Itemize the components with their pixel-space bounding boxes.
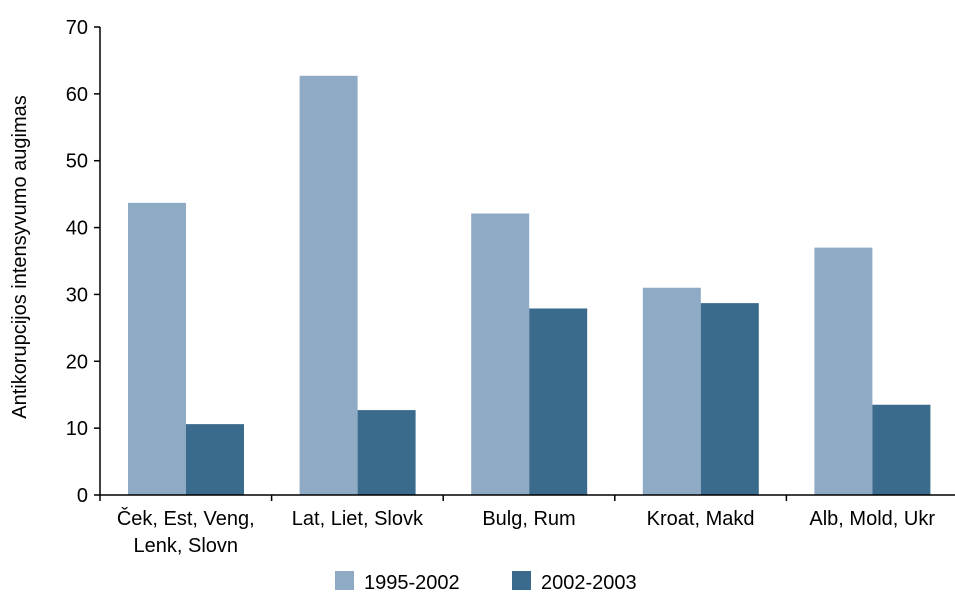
- bar-2002-2003-1: [357, 410, 416, 495]
- x-category-label: Ček, Est, Veng, Lenk, Slovn: [117, 507, 255, 557]
- x-category-label: Bulg, Rum: [482, 508, 575, 530]
- x-axis-ticks: Ček, Est, Veng, Lenk, Slovn Lat, Liet, Slo…: [99, 495, 935, 557]
- bar-2002-2003-3: [700, 303, 759, 495]
- y-tick-label: 40: [66, 218, 88, 240]
- legend-label: 2002-2003: [541, 572, 637, 592]
- y-axis-ticks: 0 10 20 30 40 50 60 70: [66, 17, 100, 507]
- bar-1995-2002-2: [471, 213, 530, 495]
- y-tick-label: 70: [66, 17, 88, 39]
- x-category-label: Kroat, Makd: [647, 508, 755, 530]
- bar-2002-2003-2: [529, 308, 588, 495]
- bar-1995-2002-0: [128, 202, 186, 495]
- legend: 1995-2002 2002-2003: [335, 571, 637, 592]
- y-axis-title: Antikorupcijos intensyvumo augimas: [9, 95, 31, 419]
- y-tick-label: 60: [66, 84, 88, 106]
- bar-1995-2002-3: [642, 287, 701, 495]
- bar-1995-2002-4: [814, 247, 873, 495]
- y-tick-label: 50: [66, 151, 88, 173]
- y-tick-label: 10: [66, 418, 88, 440]
- bar-2002-2003-0: [186, 424, 244, 495]
- y-tick-label: 30: [66, 284, 88, 306]
- x-category-label: Lat, Liet, Slovk: [292, 508, 424, 530]
- legend-swatch: [512, 571, 531, 590]
- x-category-label: Alb, Mold, Ukr: [809, 508, 935, 530]
- bar-2002-2003-4: [872, 404, 931, 495]
- bars-group: [128, 75, 931, 495]
- legend-swatch: [335, 571, 354, 590]
- y-tick-label: 0: [77, 485, 88, 507]
- legend-label: 1995-2002: [364, 572, 460, 592]
- bar-1995-2002-1: [299, 75, 358, 495]
- y-tick-label: 20: [66, 351, 88, 373]
